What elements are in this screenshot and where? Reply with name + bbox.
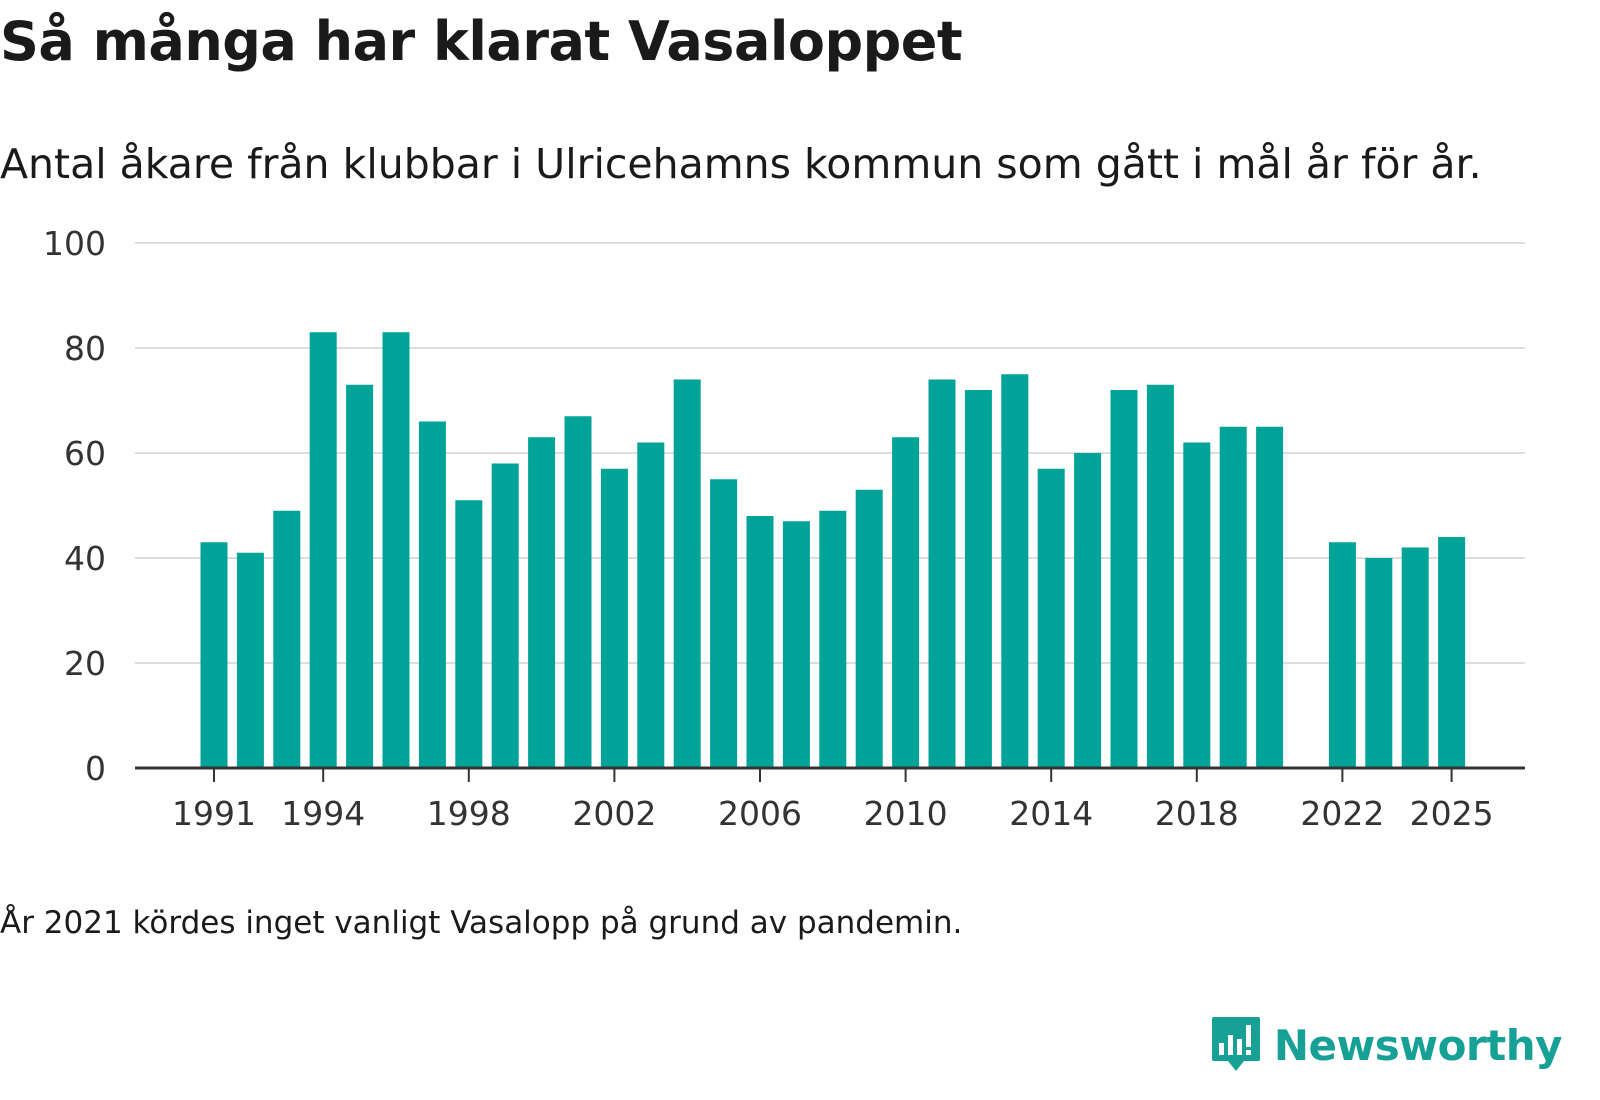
bar-1996 (382, 332, 410, 768)
x-tick-label-2010: 2010 (864, 794, 948, 833)
bar-2010 (892, 437, 920, 768)
bar-chart: 0 20 40 60 80 100 1991 1994 1998 2002 2006 2010 2014… (43, 224, 1525, 833)
bar-1998 (455, 500, 483, 768)
bar-2001 (564, 416, 592, 768)
bar-1997 (418, 421, 446, 768)
y-tick-label-80: 80 (64, 329, 106, 368)
bar-2015 (1074, 453, 1102, 768)
y-tick-label-100: 100 (43, 224, 106, 263)
bar-2016 (1110, 390, 1138, 768)
y-tick-label-60: 60 (64, 434, 106, 473)
bar-2002 (600, 468, 628, 768)
bar-1994 (309, 332, 337, 768)
x-tick-label-1998: 1998 (427, 794, 511, 833)
bar-2018 (1183, 442, 1211, 768)
x-tick-label-2006: 2006 (718, 794, 802, 833)
x-tick-label-2002: 2002 (572, 794, 656, 833)
bar-2003 (637, 442, 665, 768)
bar-2005 (710, 479, 738, 768)
bar-2017 (1146, 384, 1174, 768)
bar-2007 (782, 521, 810, 768)
bar-2008 (819, 510, 847, 768)
x-tick-label-2014: 2014 (1009, 794, 1093, 833)
bar-2025 (1438, 537, 1466, 768)
newsworthy-logo-text: Newsworthy (1273, 1020, 1563, 1070)
x-tick-label-2025: 2025 (1410, 794, 1494, 833)
bar-2000 (528, 437, 556, 768)
bar-1991 (200, 542, 228, 768)
bar-2006 (746, 516, 774, 768)
bar-2009 (855, 489, 883, 768)
bar-2020 (1256, 426, 1284, 768)
bar-2019 (1219, 426, 1247, 768)
bar-2014 (1037, 468, 1065, 768)
y-tick-label-40: 40 (64, 539, 106, 578)
chart-title: Så många har klarat Vasaloppet (0, 10, 963, 73)
bar-1992 (236, 552, 264, 768)
bar-2022 (1328, 542, 1356, 768)
footnote: År 2021 kördes inget vanligt Vasalopp på… (0, 905, 963, 941)
bar-2013 (1001, 374, 1029, 768)
newsworthy-logo-icon (1211, 1017, 1260, 1071)
x-tick-label-2018: 2018 (1155, 794, 1239, 833)
bar-1993 (273, 510, 301, 768)
bar-2024 (1401, 547, 1429, 768)
x-tick-label-1994: 1994 (281, 794, 365, 833)
newsworthy-logo: Newsworthy (1210, 1015, 1563, 1075)
x-tick-label-1991: 1991 (172, 794, 256, 833)
bar-2011 (928, 379, 956, 768)
chart-subtitle: Antal åkare från klubbar i Ulricehamns k… (0, 140, 1482, 188)
x-tick-label-2022: 2022 (1300, 794, 1384, 833)
y-tick-label-20: 20 (64, 644, 106, 683)
bar-1995 (346, 384, 374, 768)
bar-1999 (491, 463, 519, 768)
bar-2023 (1365, 558, 1393, 768)
bar-2012 (964, 390, 992, 768)
bar-2004 (673, 379, 701, 768)
y-tick-label-0: 0 (85, 749, 106, 788)
